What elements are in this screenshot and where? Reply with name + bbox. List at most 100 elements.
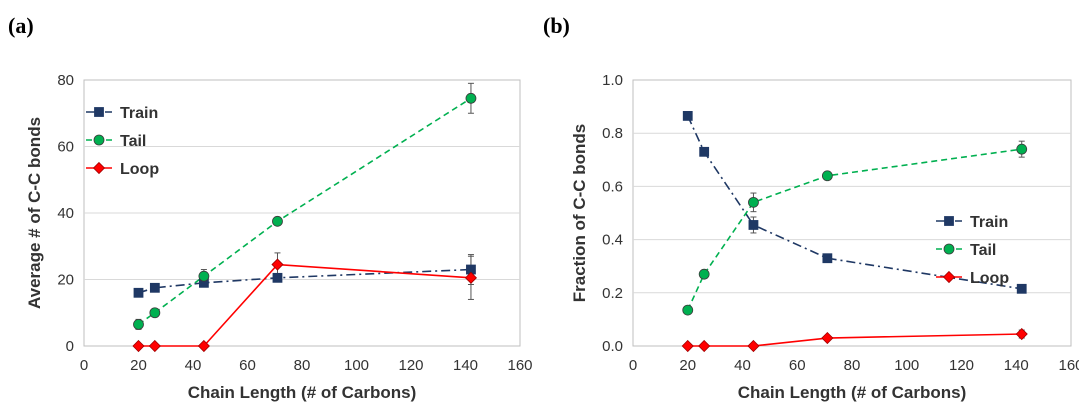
data-point-tail xyxy=(149,307,161,319)
y-tick-label-a: 60 xyxy=(57,139,74,156)
x-tick-labels-a: 0 20 40 60 80 100 120 140 160 xyxy=(80,357,533,374)
x-tick-label-a: 120 xyxy=(398,357,423,374)
legend-marker-tail xyxy=(943,243,955,255)
plot-frame-b xyxy=(632,79,1072,347)
legend-label-tail: Tail xyxy=(970,242,996,259)
data-point-loop xyxy=(132,339,145,353)
data-point-loop xyxy=(197,339,210,353)
series-line-tail xyxy=(687,148,1022,311)
data-point-train xyxy=(1016,283,1027,294)
data-point-loop xyxy=(821,331,834,345)
x-tick-label-a: 160 xyxy=(507,357,532,374)
y-axis-title-b: Fraction of C-C bonds xyxy=(570,124,589,302)
legend-label-loop: Loop xyxy=(120,161,159,178)
legend-label-loop: Loop xyxy=(970,270,1009,287)
legend-b: Train Tail Loop xyxy=(936,214,1009,287)
x-tick-label-b: 60 xyxy=(789,357,806,374)
data-point-loop xyxy=(747,339,760,353)
data-point-train xyxy=(748,220,759,230)
data-point-tail xyxy=(821,170,833,182)
x-tick-label-a: 20 xyxy=(130,357,147,374)
data-point-tail xyxy=(698,268,710,280)
y-tick-label-b: 1.0 xyxy=(602,72,623,89)
x-tick-label-b: 80 xyxy=(844,357,861,374)
x-tick-label-b: 20 xyxy=(679,357,696,374)
legend-item-loop: Loop xyxy=(86,161,159,178)
legend-marker-loop xyxy=(942,270,956,284)
y-tick-label-b: 0.4 xyxy=(602,232,623,249)
y-tick-labels-b: 0.0 0.2 0.4 0.6 0.8 1.0 xyxy=(602,72,623,355)
x-tick-label-b: 100 xyxy=(894,357,919,374)
chart-panel-a: (a) 0 20 40 60 80 100 120 140 160 0 20 40 60 80 Trai… xyxy=(8,13,533,402)
legend-a: Train Tail Loop xyxy=(86,105,159,178)
y-axis-title-a: Average # of C-C bonds xyxy=(25,117,44,309)
y-tick-labels-a: 0 20 40 60 80 xyxy=(57,72,74,355)
x-tick-label-a: 80 xyxy=(294,357,311,374)
data-point-loop xyxy=(1015,327,1028,341)
legend-item-train: Train xyxy=(936,214,1008,231)
y-tick-label-a: 40 xyxy=(57,205,74,222)
data-point-loop xyxy=(271,258,284,271)
x-axis-title-b: Chain Length (# of Carbons) xyxy=(738,383,967,402)
y-tick-label-a: 0 xyxy=(66,338,74,355)
x-tick-label-b: 140 xyxy=(1004,357,1029,374)
data-point-loop xyxy=(148,339,161,353)
legend-marker-loop xyxy=(92,161,106,175)
data-point-loop xyxy=(464,271,478,284)
legend-item-train: Train xyxy=(86,105,158,122)
data-point-tail xyxy=(133,318,144,330)
series-line-loop xyxy=(687,333,1022,347)
x-tick-label-a: 60 xyxy=(239,357,256,374)
x-tick-label-b: 160 xyxy=(1058,357,1079,374)
x-tick-labels-b: 0 20 40 60 80 100 120 140 160 xyxy=(629,357,1079,374)
data-point-tail xyxy=(272,215,283,227)
legend-item-tail: Tail xyxy=(936,242,996,259)
data-point-loop xyxy=(698,339,711,353)
series-line-tail xyxy=(138,97,472,326)
x-tick-label-b: 0 xyxy=(629,357,637,374)
legend-marker-train xyxy=(94,107,104,117)
series-line-train xyxy=(687,115,1022,290)
x-tick-label-b: 120 xyxy=(949,357,974,374)
data-point-tail xyxy=(465,92,477,104)
data-point-train xyxy=(822,253,833,264)
y-tick-label-b: 0.6 xyxy=(602,178,623,195)
gridlines-b xyxy=(633,132,1071,294)
y-tick-label-b: 0.8 xyxy=(602,125,623,142)
panel-label-b: (b) xyxy=(543,13,570,38)
data-point-tail xyxy=(198,270,210,282)
gridlines-a xyxy=(84,146,520,280)
data-point-loop xyxy=(681,339,694,353)
x-tick-label-a: 40 xyxy=(185,357,202,374)
data-point-train xyxy=(272,272,283,283)
y-tick-label-a: 20 xyxy=(57,272,74,289)
legend-item-loop: Loop xyxy=(936,270,1009,287)
legend-marker-train xyxy=(944,216,954,226)
x-tick-label-b: 40 xyxy=(734,357,751,374)
series-group-b xyxy=(681,111,1028,353)
legend-item-tail: Tail xyxy=(86,133,146,150)
data-point-train xyxy=(133,287,144,298)
data-point-train xyxy=(149,282,160,293)
legend-label-tail: Tail xyxy=(120,133,146,150)
series-line-loop xyxy=(138,263,472,347)
x-tick-label-a: 100 xyxy=(344,357,369,374)
legend-label-train: Train xyxy=(970,214,1008,231)
x-axis-title-a: Chain Length (# of Carbons) xyxy=(188,383,417,402)
y-tick-label-a: 80 xyxy=(57,72,74,89)
x-tick-label-a: 0 xyxy=(80,357,88,374)
panel-label-a: (a) xyxy=(8,13,34,38)
data-point-train xyxy=(699,146,710,157)
data-point-tail xyxy=(682,304,694,316)
series-line-train xyxy=(138,268,471,294)
y-tick-label-b: 0.2 xyxy=(602,285,623,302)
legend-marker-tail xyxy=(93,134,105,146)
data-point-train xyxy=(682,111,693,121)
y-tick-label-b: 0.0 xyxy=(602,338,623,355)
legend-label-train: Train xyxy=(120,105,158,122)
data-point-tail xyxy=(1016,143,1028,155)
data-point-tail xyxy=(748,196,759,208)
x-tick-label-a: 140 xyxy=(453,357,478,374)
